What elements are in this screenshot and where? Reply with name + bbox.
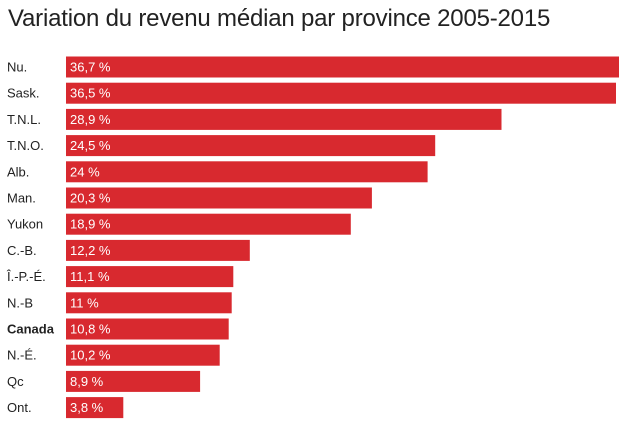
category-label: Alb. xyxy=(7,164,29,179)
value-label: 36,7 % xyxy=(70,60,111,75)
bar xyxy=(66,370,201,392)
bar xyxy=(66,266,234,288)
bar-row-nu: Nu. 36,7 % xyxy=(7,56,619,78)
bar-row-alb: Alb. 24 % xyxy=(7,161,428,183)
category-label: N.-B xyxy=(7,295,33,310)
value-label: 8,9 % xyxy=(70,374,104,389)
value-label: 28,9 % xyxy=(70,112,111,127)
category-label: Nu. xyxy=(7,60,27,75)
bars-layer: Nu. 36,7 % Sask. 36,5 % T.N.L. 28,9 % T.N.O. 24… xyxy=(6,56,619,419)
value-label: 36,5 % xyxy=(70,86,111,101)
category-label: Canada xyxy=(7,322,55,337)
bar-row-i-p-e: Î.-P.-É. 11,1 % xyxy=(6,266,234,288)
bar-row-t-n-l: T.N.L. 28,9 % xyxy=(7,108,502,130)
bar xyxy=(66,344,220,366)
value-label: 24,5 % xyxy=(70,138,111,153)
value-label: 3,8 % xyxy=(70,400,104,415)
bar-row-yukon: Yukon 18,9 % xyxy=(7,213,351,235)
value-label: 20,3 % xyxy=(70,191,111,206)
category-label: Ont. xyxy=(7,400,32,415)
value-label: 11,1 % xyxy=(70,269,110,284)
bar-row-t-n-o: T.N.O. 24,5 % xyxy=(7,135,436,157)
category-label: N.-É. xyxy=(7,348,37,363)
bar xyxy=(66,397,124,419)
bar xyxy=(66,292,232,314)
chart-title: Variation du revenu médian par province … xyxy=(8,5,551,32)
category-label: Man. xyxy=(7,191,36,206)
bar-row-sask: Sask. 36,5 % xyxy=(7,82,616,104)
bar-row-man: Man. 20,3 % xyxy=(7,187,372,209)
bar xyxy=(66,239,250,261)
bar-row-ont: Ont. 3,8 % xyxy=(7,397,124,419)
bar xyxy=(66,108,502,130)
bar-row-qc: Qc 8,9 % xyxy=(7,370,201,392)
value-label: 10,2 % xyxy=(70,348,111,363)
category-label: Qc xyxy=(7,374,24,389)
category-label: T.N.L. xyxy=(7,112,41,127)
bar xyxy=(66,82,616,104)
category-label: T.N.O. xyxy=(7,138,44,153)
bar xyxy=(66,187,372,209)
category-label: C.-B. xyxy=(7,243,37,258)
value-label: 11 % xyxy=(70,295,99,310)
value-label: 10,8 % xyxy=(70,322,111,337)
bar xyxy=(66,135,436,157)
bar xyxy=(66,56,619,78)
bar xyxy=(66,318,229,340)
bar-row-canada: Canada 10,8 % xyxy=(7,318,229,340)
category-label: Î.-P.-É. xyxy=(6,269,46,284)
value-label: 18,9 % xyxy=(70,217,111,232)
value-label: 24 % xyxy=(70,164,100,179)
category-label: Sask. xyxy=(7,86,40,101)
bar xyxy=(66,213,351,235)
category-label: Yukon xyxy=(7,217,43,232)
bar-row-n-e: N.-É. 10,2 % xyxy=(7,344,220,366)
value-label: 12,2 % xyxy=(70,243,111,258)
bar-row-c-b: C.-B. 12,2 % xyxy=(7,239,250,261)
bar xyxy=(66,161,428,183)
bar-row-n-b: N.-B 11 % xyxy=(7,292,232,314)
